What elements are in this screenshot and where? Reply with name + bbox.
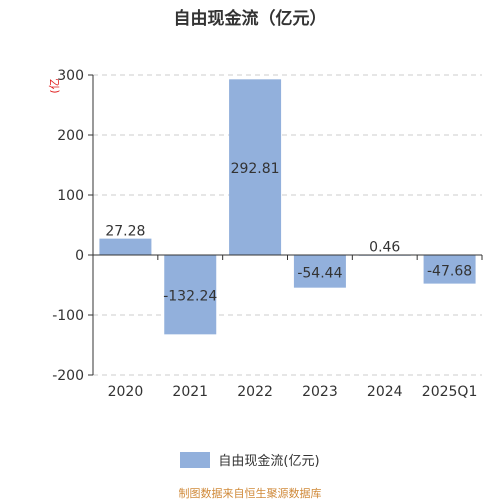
x-tick-label: 2021 [172,384,208,400]
data-label: -47.68 [427,263,472,279]
source-note: 制图数据来自恒生聚源数据库 [178,487,322,500]
data-label: 292.81 [231,161,280,177]
data-label: 0.46 [369,240,400,256]
bar [423,255,476,284]
x-tick-label: 2023 [302,384,338,400]
data-label: 27.28 [105,224,145,240]
y-tick-label: 0 [75,248,84,264]
legend-swatch [180,451,211,468]
x-tick-label: 2020 [108,384,144,400]
y-tick-label: 100 [57,188,84,204]
bar [229,79,282,256]
data-label: -54.44 [297,265,342,281]
data-label: -132.24 [163,289,217,305]
bar [293,255,346,288]
x-tick-label: 2024 [367,384,403,400]
chart-title: 自由现金流（亿元） [173,9,327,29]
legend-label: 自由现金流(亿元) [218,454,320,469]
legend: 自由现金流(亿元) [0,450,500,469]
bar [99,238,152,255]
y-tick-label: -100 [52,308,84,324]
bar [164,255,217,335]
y-tick-label: 200 [57,128,84,144]
x-tick-label: 2022 [237,384,273,400]
y-tick-label: -200 [52,368,84,384]
x-tick-label: 2025Q1 [422,384,478,400]
y-tick-label: 300 [57,68,84,84]
